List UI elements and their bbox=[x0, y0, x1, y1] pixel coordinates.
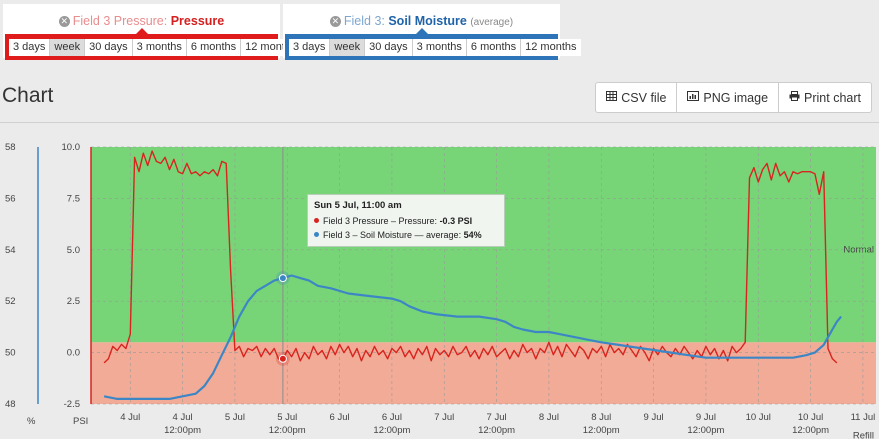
sensor-title: ✕ Field 3 Pressure: Pressure bbox=[58, 14, 225, 28]
x-tick-label: 9 Jul bbox=[644, 412, 664, 423]
x-tick-sublabel: 12:00pm bbox=[164, 425, 201, 436]
y-right-tick-label: 2.5 bbox=[67, 296, 80, 307]
range-selector: 3 days week 30 days 3 months 6 months 12… bbox=[285, 28, 581, 60]
png-export-button[interactable]: PNG image bbox=[677, 83, 780, 112]
chart-tooltip: Sun 5 Jul, 11:00 am Field 3 Pressure – P… bbox=[307, 194, 505, 247]
close-circle-icon[interactable]: ✕ bbox=[329, 16, 341, 27]
range-3-months[interactable]: 3 months bbox=[412, 38, 467, 56]
y-right-unit-label: PSI bbox=[73, 416, 88, 427]
sensor-card-pressure: ✕ Field 3 Pressure: Pressure 3 days week … bbox=[3, 4, 301, 60]
x-tick-label: 8 Jul bbox=[591, 412, 611, 423]
range-12-months[interactable]: 12 months bbox=[521, 38, 581, 56]
printer-icon bbox=[789, 91, 800, 104]
y-left-tick-label: 58 bbox=[5, 142, 16, 153]
x-tick-label: 10 Jul bbox=[798, 412, 823, 423]
x-tick-sublabel: 12:00pm bbox=[792, 425, 829, 436]
print-chart-button[interactable]: Print chart bbox=[779, 83, 871, 112]
x-tick-sublabel: 12:00pm bbox=[269, 425, 306, 436]
moisture-hover-point bbox=[278, 274, 287, 283]
y-right-tick-label: 7.5 bbox=[67, 193, 80, 204]
x-tick-label: 4 Jul bbox=[120, 412, 140, 423]
bar-chart-icon bbox=[687, 91, 700, 104]
csv-export-button[interactable]: CSV file bbox=[596, 83, 678, 112]
pressure-dot-icon bbox=[314, 218, 319, 223]
pressure-hover-point bbox=[278, 354, 287, 363]
divider bbox=[0, 122, 879, 123]
y-left-tick-label: 54 bbox=[5, 245, 16, 256]
tooltip-pressure-line: Field 3 Pressure – Pressure: -0.3 PSI bbox=[314, 214, 498, 228]
band-label-refill: Refill bbox=[853, 431, 874, 439]
x-tick-label: 8 Jul bbox=[539, 412, 559, 423]
band-label-normal: Normal bbox=[843, 244, 874, 255]
x-tick-label: 6 Jul bbox=[330, 412, 350, 423]
x-tick-label: 11 Jul bbox=[851, 412, 876, 423]
x-tick-label: 5 Jul bbox=[277, 412, 297, 423]
close-circle-icon[interactable]: ✕ bbox=[58, 16, 70, 27]
x-tick-sublabel: 12:00pm bbox=[687, 425, 724, 436]
moisture-dot-icon bbox=[314, 232, 319, 237]
table-icon bbox=[606, 91, 618, 104]
y-left-unit-label: % bbox=[27, 416, 36, 427]
x-tick-sublabel: 12:00pm bbox=[373, 425, 410, 436]
y-right-tick-label: -2.5 bbox=[64, 399, 80, 410]
y-right-tick-label: 0.0 bbox=[67, 348, 80, 359]
sensor-title: ✕ Field 3: Soil Moisture (average) bbox=[329, 14, 514, 28]
range-3-days[interactable]: 3 days bbox=[289, 38, 331, 56]
x-tick-label: 7 Jul bbox=[434, 412, 454, 423]
range-6-months[interactable]: 6 months bbox=[186, 38, 242, 56]
y-left-tick-label: 48 bbox=[5, 399, 16, 410]
soil-moisture-series-line bbox=[103, 274, 842, 400]
x-tick-label: 9 Jul bbox=[696, 412, 716, 423]
y-right-tick-label: 10.0 bbox=[62, 142, 81, 153]
range-6-months[interactable]: 6 months bbox=[466, 38, 522, 56]
x-tick-label: 5 Jul bbox=[225, 412, 245, 423]
pressure-series-line bbox=[103, 150, 838, 364]
range-selector: 3 days week 30 days 3 months 6 months 12… bbox=[5, 28, 301, 60]
x-tick-sublabel: 12:00pm bbox=[583, 425, 620, 436]
x-tick-label: 10 Jul bbox=[746, 412, 771, 423]
range-week[interactable]: week bbox=[50, 38, 86, 56]
y-right-tick-label: 5.0 bbox=[67, 245, 80, 256]
sensor-chart[interactable]: Normal Refill 48 50 52 54 56 58 -2.5 0.0 2.5 5.0 7.5… bbox=[0, 122, 879, 439]
x-tick-label: 6 Jul bbox=[382, 412, 402, 423]
page-title: Chart bbox=[2, 84, 54, 107]
y-left-tick-label: 52 bbox=[5, 296, 16, 307]
range-3-days[interactable]: 3 days bbox=[9, 38, 51, 56]
export-toolbar: CSV file PNG image Print chart bbox=[595, 82, 872, 113]
tooltip-moisture-line: Field 3 – Soil Moisture — average: 54% bbox=[314, 228, 498, 242]
x-tick-label: 4 Jul bbox=[173, 412, 193, 423]
range-30-days[interactable]: 30 days bbox=[85, 38, 133, 56]
sensor-card-soil-moisture: ✕ Field 3: Soil Moisture (average) 3 days… bbox=[283, 4, 581, 60]
range-30-days[interactable]: 30 days bbox=[365, 38, 413, 56]
range-3-months[interactable]: 3 months bbox=[132, 38, 187, 56]
x-tick-label: 7 Jul bbox=[487, 412, 507, 423]
y-left-tick-label: 56 bbox=[5, 193, 16, 204]
range-week[interactable]: week bbox=[330, 38, 366, 56]
x-tick-sublabel: 12:00pm bbox=[478, 425, 515, 436]
y-left-tick-label: 50 bbox=[5, 348, 16, 359]
